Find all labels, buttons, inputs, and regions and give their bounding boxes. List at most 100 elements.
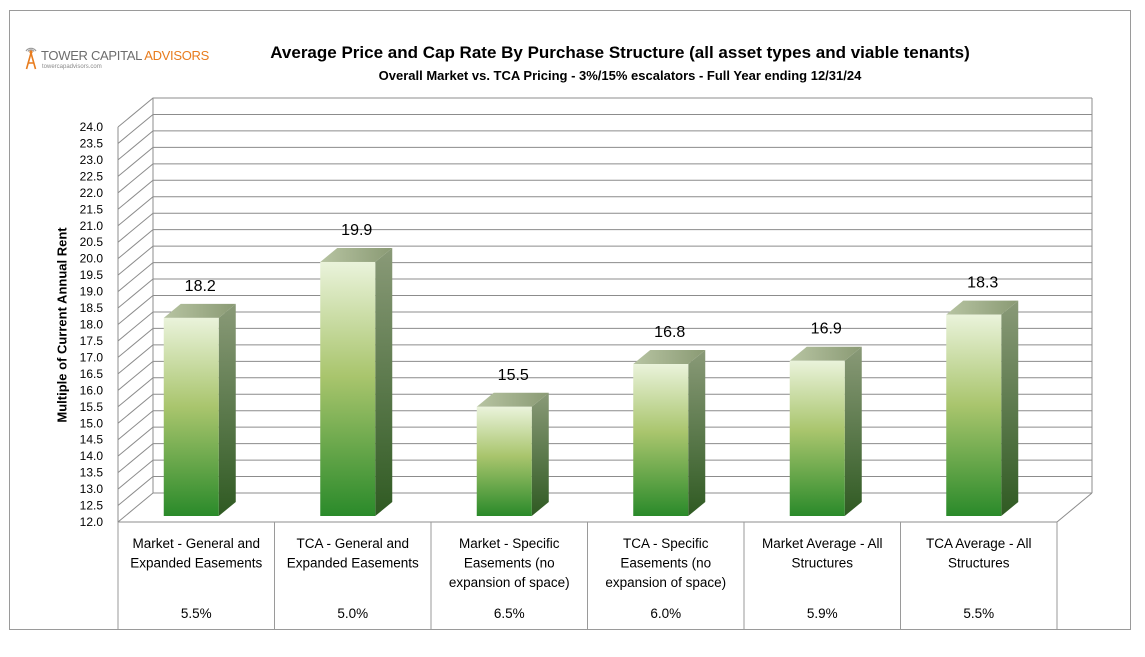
y-tick-label: 13.5 [80, 466, 104, 480]
bar-side [1001, 300, 1019, 516]
y-tick-label: 21.0 [80, 219, 104, 233]
bar-front [476, 406, 532, 516]
y-tick-label: 18.5 [80, 301, 104, 315]
category-label: Market - General and [132, 536, 260, 551]
gridline [117, 443, 1092, 474]
gridline [117, 130, 1092, 161]
category-label: Easements (no [464, 556, 555, 571]
data-label: 16.9 [811, 321, 842, 338]
gridline [117, 163, 1092, 194]
bar-side [688, 350, 706, 516]
gridline [117, 179, 1092, 210]
cap-rate-cell: 5.9% [807, 606, 838, 621]
chart-title: Average Price and Cap Rate By Purchase S… [270, 43, 970, 62]
floor-left-edge [117, 492, 154, 523]
bar-top [946, 300, 1019, 315]
y-tick-label: 18.0 [80, 318, 104, 332]
y-tick-label: 15.5 [80, 400, 104, 414]
bar [633, 350, 706, 516]
cap-rate-cell: 5.5% [181, 606, 212, 621]
y-tick-label: 14.0 [80, 449, 104, 463]
y-tick-label: 13.0 [80, 482, 104, 496]
cap-rate-cell: 5.0% [337, 606, 368, 621]
category-label: Expanded Easements [287, 556, 419, 571]
gridline [117, 245, 1092, 276]
category-label: Structures [948, 556, 1010, 571]
bar-front [633, 364, 689, 516]
bar-top [476, 392, 549, 407]
bar-front [163, 317, 219, 516]
data-label: 18.2 [185, 278, 216, 295]
gridline [117, 410, 1092, 441]
category-label: TCA Average - All [926, 536, 1032, 551]
y-tick-label: 22.0 [80, 186, 104, 200]
tower-icon [25, 47, 37, 70]
bar-front [946, 314, 1002, 516]
y-tick-label: 23.0 [80, 153, 104, 167]
y-tick-label: 17.5 [80, 334, 104, 348]
data-label: 18.3 [967, 275, 998, 292]
y-tick-label: 17.0 [80, 350, 104, 364]
bar-top [633, 350, 706, 364]
category-label: TCA - Specific [623, 536, 709, 551]
gridline [117, 344, 1092, 375]
category-label: expansion of space) [449, 575, 570, 590]
logo-text: TOWER CAPITAL ADVISORS [41, 48, 209, 63]
gridline [117, 113, 1092, 144]
bar [320, 247, 393, 517]
bar-side [844, 346, 862, 516]
cap-rate-cell: 5.5% [963, 606, 994, 621]
y-tick-label: 12.5 [80, 499, 104, 513]
bar-side [375, 247, 393, 517]
bar-side [531, 392, 549, 516]
y-tick-label: 20.0 [80, 252, 104, 266]
gridline [117, 278, 1092, 309]
y-tick-label: 12.0 [80, 515, 104, 529]
bar [163, 303, 236, 516]
data-label: 19.9 [341, 222, 372, 239]
gridline [117, 311, 1092, 342]
gridline [117, 377, 1092, 408]
gridline [117, 393, 1092, 424]
floor-right-edge [1056, 492, 1093, 523]
data-label: 15.5 [498, 367, 529, 384]
y-tick-label: 24.0 [80, 120, 104, 134]
cap-rate-cell: 6.5% [494, 606, 525, 621]
gridline [117, 327, 1092, 358]
category-label: Market Average - All [762, 536, 883, 551]
logo-name-part2: ADVISORS [144, 48, 209, 63]
cap-rate-cell: 6.0% [650, 606, 681, 621]
y-tick-label: 23.5 [80, 136, 104, 150]
chart-subtitle: Overall Market vs. TCA Pricing - 3%/15% … [378, 68, 862, 83]
bar-top [789, 346, 862, 361]
gridline [117, 196, 1092, 227]
gridline [117, 212, 1092, 243]
bar-front [320, 261, 376, 516]
logo-name-part1: TOWER CAPITAL [41, 48, 145, 63]
gridline [117, 459, 1092, 490]
gridline [117, 229, 1092, 260]
data-label: 16.8 [654, 324, 685, 341]
bar-top [320, 247, 393, 262]
category-label: expansion of space) [605, 575, 726, 590]
gridline [117, 476, 1092, 506]
category-label: TCA - General and [296, 536, 409, 551]
y-tick-label: 19.5 [80, 268, 104, 282]
bar [476, 392, 549, 516]
y-tick-label: 15.0 [80, 416, 104, 430]
bar-top [163, 303, 236, 318]
y-tick-label: 16.0 [80, 383, 104, 397]
gridline [117, 426, 1092, 457]
bar [946, 300, 1019, 516]
gridline [117, 97, 1092, 128]
y-tick-label: 21.5 [80, 202, 104, 216]
category-label: Easements (no [620, 556, 711, 571]
gridline [117, 146, 1092, 177]
bar [789, 346, 862, 516]
category-label: Expanded Easements [130, 556, 262, 571]
gridline [117, 295, 1092, 325]
y-tick-label: 14.5 [80, 433, 104, 447]
y-tick-label: 22.5 [80, 169, 104, 183]
category-label: Market - Specific [459, 536, 560, 551]
